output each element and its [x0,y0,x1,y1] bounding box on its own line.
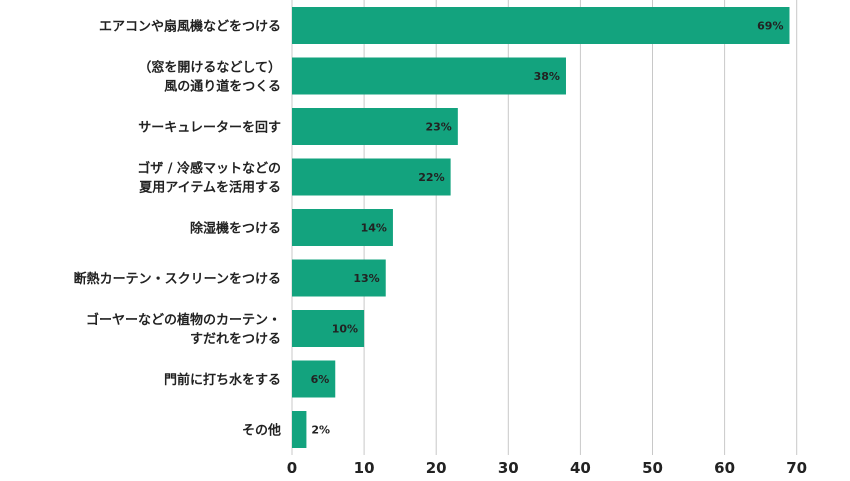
value-label: 13% [353,272,379,285]
category-label: エアコンや扇風機などをつける [99,19,281,35]
bar [292,310,365,347]
x-tick-label: 40 [570,459,591,477]
category-label: 除湿機をつける [190,221,281,237]
category-label: 風の通り道をつくる [164,79,281,95]
category-label: サーキュレーターを回す [138,121,281,136]
x-tick-label: 0 [287,459,297,477]
value-label: 38% [534,70,560,83]
x-tick-label: 50 [642,459,663,477]
bar [292,108,458,145]
x-tick-label: 20 [426,459,447,477]
category-label: 断熱カーテン・スクリーンをつける [74,271,281,287]
value-label: 69% [757,20,783,33]
value-label: 23% [425,121,451,134]
category-label: 門前に打ち水をする [164,372,281,388]
value-label: 22% [418,171,444,184]
value-label: 6% [311,373,330,386]
x-tick-label: 70 [786,459,807,477]
bar [292,158,451,196]
category-label: ゴザ / 冷感マットなどの [137,161,281,177]
bar [292,360,336,398]
x-tick-label: 60 [714,459,735,477]
value-label: 14% [361,222,387,235]
bar [292,57,566,95]
bar [292,259,386,297]
x-tick-label: 10 [354,459,375,477]
bar [292,7,790,44]
category-label: （窓を開けるなどして） [138,60,281,76]
value-label: 10% [332,323,358,336]
bar [292,411,307,448]
x-tick-label: 30 [498,459,519,477]
category-label: その他 [242,423,281,439]
category-label: すだれをつける [190,332,281,347]
category-label: ゴーヤーなどの植物のカーテン・ [86,312,281,328]
category-label: 夏用アイテムを活用する [138,180,281,196]
value-label: 2% [311,424,330,437]
bar [292,209,393,246]
